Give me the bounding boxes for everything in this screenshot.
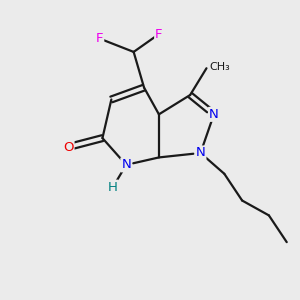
Text: F: F bbox=[155, 28, 163, 40]
Text: N: N bbox=[121, 158, 131, 171]
Text: O: O bbox=[63, 140, 74, 154]
Text: F: F bbox=[96, 32, 103, 45]
Text: CH₃: CH₃ bbox=[209, 62, 230, 72]
Text: H: H bbox=[108, 181, 118, 194]
Text: N: N bbox=[209, 108, 219, 121]
Text: N: N bbox=[196, 146, 206, 160]
